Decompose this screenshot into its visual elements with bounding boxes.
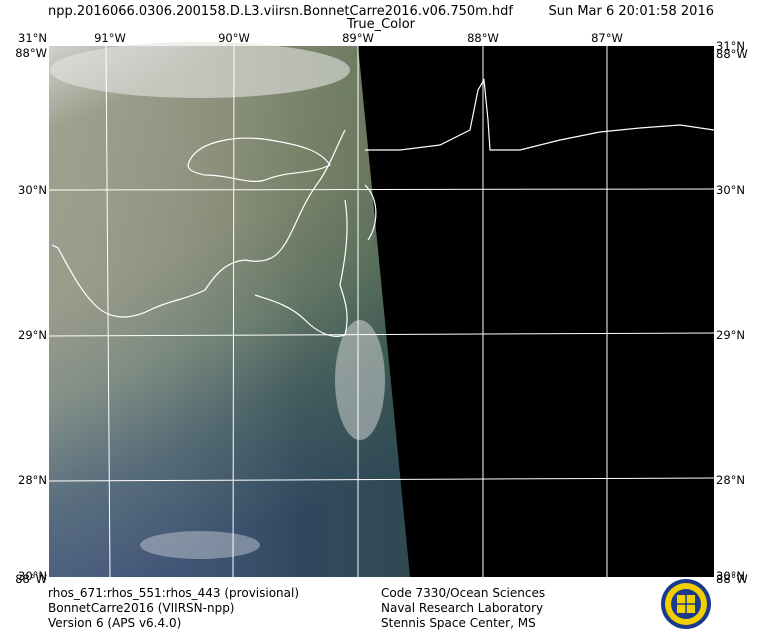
corner-label: 30°N <box>18 569 47 583</box>
lon-label: 87°W <box>591 31 623 45</box>
grid-labels: 31°N 88°W 31°N 88°W 30°N 88°W 30°N 88°W … <box>15 31 748 586</box>
parallel <box>48 477 715 482</box>
lat-label: 30°N <box>18 183 47 197</box>
corner-label: 88°W <box>15 46 47 60</box>
corner-label: 30°N <box>716 569 745 583</box>
lon-label: 89°W <box>342 31 374 45</box>
lon-label: 91°W <box>94 31 126 45</box>
cloud <box>335 320 385 440</box>
lon-label: 90°W <box>218 31 250 45</box>
corner-label: 31°N <box>716 39 745 53</box>
parallel <box>48 188 715 191</box>
corner-label: 88°W <box>716 47 748 61</box>
date: Sun Mar 6 20:01:58 2016 <box>548 4 714 19</box>
meridian <box>232 45 235 578</box>
swath-haze <box>49 46 410 577</box>
footer-line: Version 6 (APS v6.4.0) <box>48 616 181 630</box>
lat-label: 28°N <box>716 473 745 487</box>
graticule <box>48 45 715 578</box>
file-name: npp.2016066.0306.200158.D.L3.viirsn.Bonn… <box>48 4 513 19</box>
logo <box>661 579 711 629</box>
footer-line: BonnetCarre2016 (VIIRSN-npp) <box>48 601 235 615</box>
lat-label: 30°N <box>716 183 745 197</box>
lon-label: 88°W <box>467 31 499 45</box>
cloud <box>50 42 350 98</box>
footer-line: Naval Research Laboratory <box>381 601 543 615</box>
parallel <box>48 332 715 337</box>
product: True_Color <box>346 17 416 32</box>
cloud <box>140 531 260 559</box>
lat-label: 29°N <box>18 328 47 342</box>
meridian <box>105 45 111 578</box>
footer-line: Code 7330/Ocean Sciences <box>381 586 545 600</box>
lat-label: 28°N <box>18 473 47 487</box>
footer-line: rhos_671:rhos_551:rhos_443 (provisional) <box>48 586 299 600</box>
footer-line: Stennis Space Center, MS <box>381 616 536 630</box>
corner-label: 88°W <box>15 572 47 586</box>
corner-label: 31°N <box>18 31 47 45</box>
lat-label: 29°N <box>716 328 745 342</box>
corner-label: 88°W <box>716 572 748 586</box>
